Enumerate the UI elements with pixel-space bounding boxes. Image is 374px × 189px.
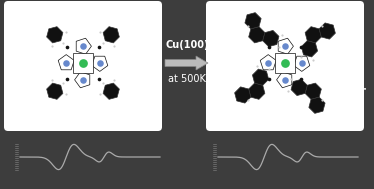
Text: NiTPP: NiTPP <box>9 53 19 88</box>
Polygon shape <box>252 69 269 85</box>
FancyBboxPatch shape <box>206 1 364 131</box>
Polygon shape <box>294 56 310 71</box>
Polygon shape <box>301 41 318 57</box>
Polygon shape <box>47 83 63 99</box>
Polygon shape <box>275 53 295 73</box>
Polygon shape <box>47 27 63 43</box>
Text: spi dh-NiTPP: spi dh-NiTPP <box>359 36 368 94</box>
Text: Cu(100): Cu(100) <box>165 40 209 50</box>
Polygon shape <box>103 83 119 99</box>
Polygon shape <box>103 27 119 43</box>
FancyBboxPatch shape <box>4 1 162 131</box>
Polygon shape <box>249 27 265 43</box>
Polygon shape <box>305 27 321 43</box>
Polygon shape <box>305 83 321 99</box>
Polygon shape <box>249 83 265 99</box>
Polygon shape <box>278 38 293 54</box>
Polygon shape <box>76 38 91 54</box>
Polygon shape <box>309 97 325 113</box>
Polygon shape <box>260 55 276 70</box>
Polygon shape <box>319 23 335 39</box>
FancyArrow shape <box>165 56 208 70</box>
Polygon shape <box>73 53 94 73</box>
Polygon shape <box>245 13 261 29</box>
Polygon shape <box>234 87 251 103</box>
Polygon shape <box>277 72 292 88</box>
Polygon shape <box>58 55 74 70</box>
Polygon shape <box>291 79 307 96</box>
Polygon shape <box>92 56 108 71</box>
Text: at 500K: at 500K <box>168 74 206 84</box>
Polygon shape <box>263 30 279 47</box>
Polygon shape <box>74 72 90 88</box>
